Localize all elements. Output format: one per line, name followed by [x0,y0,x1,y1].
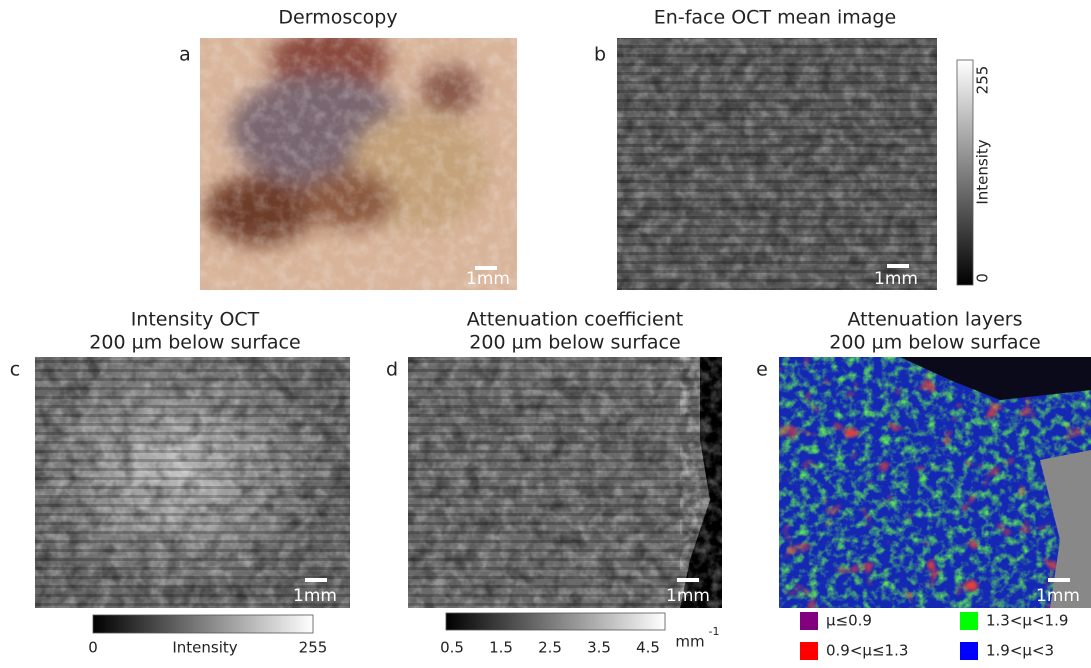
panel-title: 200 µm below surface [469,332,680,354]
scale-bar-label: 1mm [1036,586,1080,606]
attenuation-layers-image [779,357,1091,608]
colorbar-label: Intensity [974,139,992,204]
figure: Dermoscopy a 1mm En-face OCT mean image … [0,0,1091,668]
panel-title: Intensity OCT [131,309,260,331]
panel-title: Attenuation coefficient [467,309,683,331]
legend-swatch [960,612,978,630]
legend: µ≤0.9 0.9<µ≤1.3 1.3<µ<1.9 1.9<µ<3 [800,612,1068,661]
scale-bar-label: 1mm [874,269,918,289]
panel-title: Dermoscopy [278,7,397,29]
legend-swatch [800,612,818,630]
colorbar-tick: 4.5 [636,639,660,657]
colorbar-tick: 2.5 [538,639,562,657]
colorbar [957,60,973,285]
legend-label: 0.9<µ≤1.3 [826,642,908,660]
panel-label: c [10,359,20,381]
colorbar [93,615,313,633]
scale-bar-label: 1mm [466,269,510,289]
panel-title: Attenuation layers [848,309,1023,331]
panel-title: 200 µm below surface [89,332,300,354]
colorbar-unit-exponent: -1 [709,625,720,638]
panel-label: b [594,44,606,66]
attenuation-image [408,357,722,608]
colorbar-unit: mm [675,633,704,651]
colorbar [446,613,665,630]
colorbar-tick: 1.5 [489,639,513,657]
panel-label: a [179,44,191,66]
legend-swatch [960,642,978,660]
colorbar-tick: 0 [974,273,992,283]
dermoscopy-image [200,25,517,290]
colorbar-label: Intensity [172,639,237,657]
panel-label: e [756,359,768,381]
scale-bar-label: 1mm [666,586,710,606]
legend-swatch [800,642,818,660]
legend-label: 1.3<µ<1.9 [986,612,1068,630]
panel-title: En-face OCT mean image [654,7,896,29]
page: {"panels": [ {"label": "a", "title": ["D… [0,0,1091,668]
colorbar-tick: 0 [88,639,98,657]
intensity-oct-image [35,357,350,608]
oct-mean-image [617,38,937,290]
panel-title: 200 µm below surface [829,332,1040,354]
legend-label: µ≤0.9 [826,612,872,630]
colorbar-tick: 255 [974,66,992,95]
colorbar-tick: 0.5 [440,639,464,657]
panel-label: d [386,359,398,381]
colorbar-tick: 3.5 [587,639,611,657]
scale-bar-label: 1mm [293,586,337,606]
colorbar-tick: 255 [299,639,328,657]
legend-label: 1.9<µ<3 [986,642,1054,660]
